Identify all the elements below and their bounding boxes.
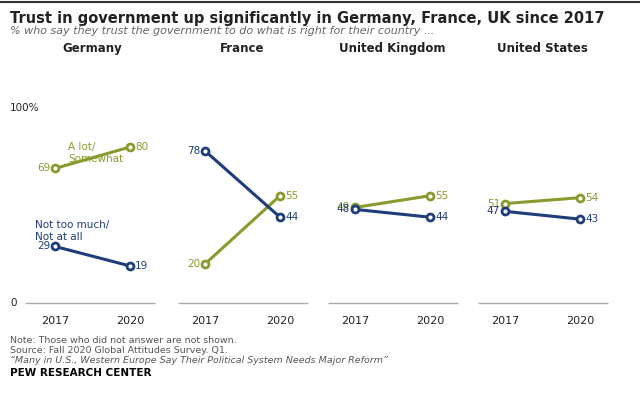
Text: France: France	[220, 42, 264, 55]
Text: PEW RESEARCH CENTER: PEW RESEARCH CENTER	[10, 368, 152, 378]
Text: % who say they trust the government to do what is right for their country ...: % who say they trust the government to d…	[10, 26, 435, 36]
Text: 44: 44	[285, 212, 298, 222]
Text: 55: 55	[435, 191, 448, 201]
Text: 48: 48	[337, 204, 350, 214]
Text: “Many in U.S., Western Europe Say Their Political System Needs Major Reform”: “Many in U.S., Western Europe Say Their …	[10, 356, 388, 365]
Text: 2017: 2017	[491, 316, 519, 326]
Text: 54: 54	[585, 193, 598, 203]
Text: United States: United States	[497, 42, 588, 55]
Text: 2020: 2020	[416, 316, 444, 326]
Text: Source: Fall 2020 Global Attitudes Survey. Q1.: Source: Fall 2020 Global Attitudes Surve…	[10, 346, 228, 355]
Text: 49: 49	[337, 202, 350, 213]
Text: A lot/
Somewhat: A lot/ Somewhat	[68, 142, 123, 164]
Text: 100%: 100%	[10, 103, 40, 113]
Text: 20: 20	[187, 259, 200, 269]
Text: 2020: 2020	[566, 316, 594, 326]
Text: 80: 80	[135, 142, 148, 152]
Text: Not too much/
Not at all: Not too much/ Not at all	[35, 220, 109, 242]
Text: United Kingdom: United Kingdom	[339, 42, 445, 55]
Text: 19: 19	[135, 261, 148, 271]
Text: Trust in government up significantly in Germany, France, UK since 2017: Trust in government up significantly in …	[10, 11, 605, 26]
Text: 55: 55	[285, 191, 298, 201]
Text: 2017: 2017	[341, 316, 369, 326]
Text: 51: 51	[487, 199, 500, 208]
Text: 29: 29	[36, 242, 50, 251]
Text: Note: Those who did not answer are not shown.: Note: Those who did not answer are not s…	[10, 336, 237, 345]
Text: Germany: Germany	[62, 42, 122, 55]
Text: 78: 78	[187, 146, 200, 156]
Text: 2017: 2017	[41, 316, 69, 326]
Text: 47: 47	[487, 206, 500, 216]
Text: 2020: 2020	[266, 316, 294, 326]
Text: 69: 69	[36, 164, 50, 173]
Text: 43: 43	[585, 214, 598, 224]
Text: 2020: 2020	[116, 316, 144, 326]
Text: 0: 0	[10, 298, 17, 308]
Text: 2017: 2017	[191, 316, 219, 326]
Text: 44: 44	[435, 212, 448, 222]
